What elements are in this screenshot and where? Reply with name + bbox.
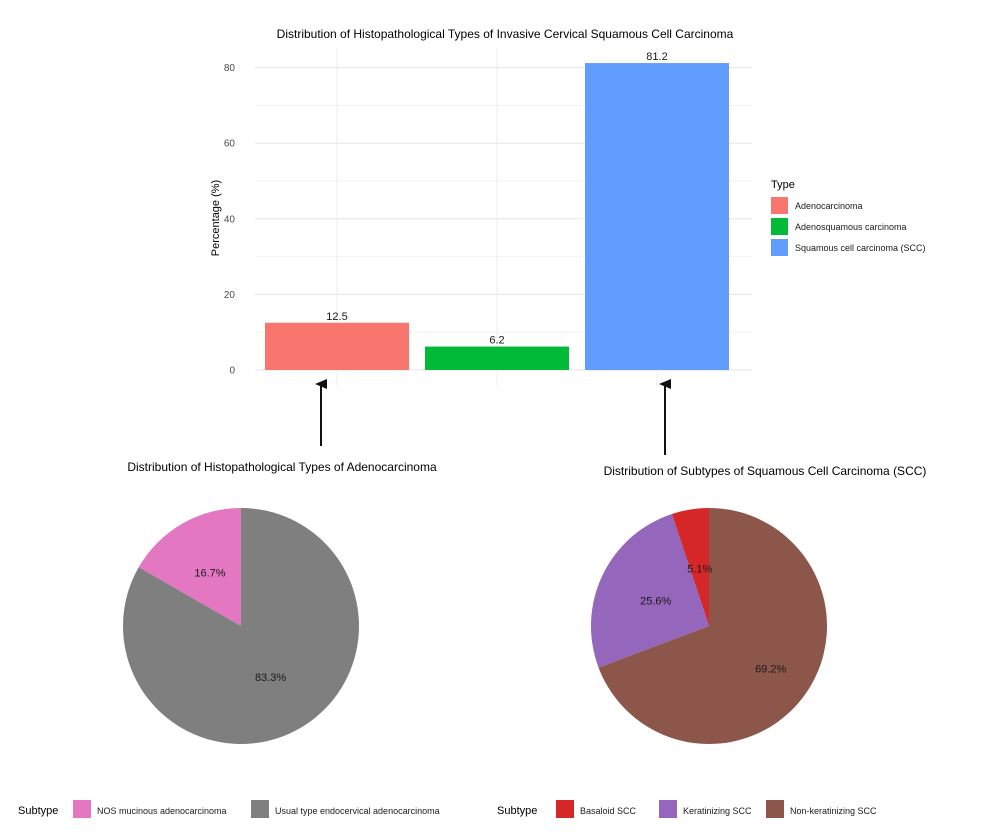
pie-1-legend: Subtype NOS mucinous adenocarcinoma Usual… (18, 800, 440, 818)
pie-2-value-label: 69.2% (755, 664, 786, 676)
bar-chart: Distribution of Histopathological Types … (210, 27, 926, 386)
pie-2-slice-2 (591, 514, 709, 668)
bar-y-tick-label: 40 (224, 214, 236, 225)
bar-y-tick-label: 60 (224, 139, 236, 150)
bar-value-label: 12.5 (326, 311, 347, 323)
pie-1-legend-key (73, 800, 91, 818)
bar-1 (265, 322, 409, 370)
pie-chart-adenocarcinoma: Distribution of Histopathological Types … (18, 460, 440, 818)
pie-2-legend-key (659, 800, 677, 818)
pie-2-legend-key (556, 800, 574, 818)
pie-1-legend-key (251, 800, 269, 818)
pie-1-legend-title: Subtype (18, 805, 58, 817)
pie-2-legend-label: Basaloid SCC (580, 806, 637, 816)
pie-1-labels: 16.7% 83.3% (194, 567, 286, 684)
pie-2-slice-1 (671, 508, 709, 626)
bar-y-axis-label: Percentage (%) (210, 180, 222, 256)
pie-2-slice-3 (598, 508, 827, 744)
pie-2-value-label: 25.6% (640, 596, 671, 608)
bar-y-tick-label: 20 (224, 290, 236, 301)
bar-y-tick-label: 80 (224, 63, 236, 74)
bar-chart-title: Distribution of Histopathological Types … (277, 27, 734, 41)
pie-2-legend: Subtype Basaloid SCC Keratinizing SCC Non-… (497, 800, 877, 818)
pie-2-legend-key (766, 800, 784, 818)
pie-1-slice-2 (122, 508, 360, 744)
pie-1-value-label: 83.3% (255, 672, 286, 684)
pie-2-slices (591, 508, 827, 744)
pie-1-legend-label: NOS mucinous adenocarcinoma (97, 806, 227, 816)
pie-2-value-label: 5.1% (687, 564, 712, 576)
bar-value-labels: 12.5 6.2 81.2 (326, 51, 667, 347)
pie-1-value-label: 16.7% (194, 567, 225, 579)
bar-2 (425, 346, 569, 370)
pie-2-title: Distribution of Subtypes of Squamous Cel… (604, 464, 927, 478)
pie-2-legend-label: Non-keratinizing SCC (790, 806, 877, 816)
bar-y-tick-label: 0 (229, 366, 235, 377)
bar-legend-key (771, 218, 788, 235)
bar-legend: Type Adenocarcinoma Adenosquamous carcino… (771, 179, 926, 256)
pie-1-slices (122, 508, 360, 744)
bar-legend-label: Squamous cell carcinoma (SCC) (795, 243, 926, 253)
pie-2-legend-title: Subtype (497, 805, 537, 817)
bar-legend-key (771, 197, 788, 214)
bar-legend-label: Adenosquamous carcinoma (795, 222, 907, 232)
bar-value-label: 81.2 (646, 51, 667, 63)
bar-3 (585, 63, 729, 371)
bar-value-label: 6.2 (489, 335, 504, 347)
bar-legend-title: Type (771, 179, 795, 191)
bar-legend-label: Adenocarcinoma (795, 201, 863, 211)
pie-1-title: Distribution of Histopathological Types … (127, 460, 437, 474)
pie-1-legend-label: Usual type endocervical adenocarcinoma (275, 806, 440, 816)
bar-series (265, 63, 729, 371)
pie-2-labels: 5.1% 25.6% 69.2% (640, 564, 786, 676)
bar-legend-key (771, 239, 788, 256)
pie-chart-scc: Distribution of Subtypes of Squamous Cel… (497, 464, 926, 818)
bar-y-axis: 0 20 40 60 80 (224, 63, 236, 376)
pie-2-legend-label: Keratinizing SCC (683, 806, 752, 816)
pie-1-slice-1 (138, 508, 241, 626)
